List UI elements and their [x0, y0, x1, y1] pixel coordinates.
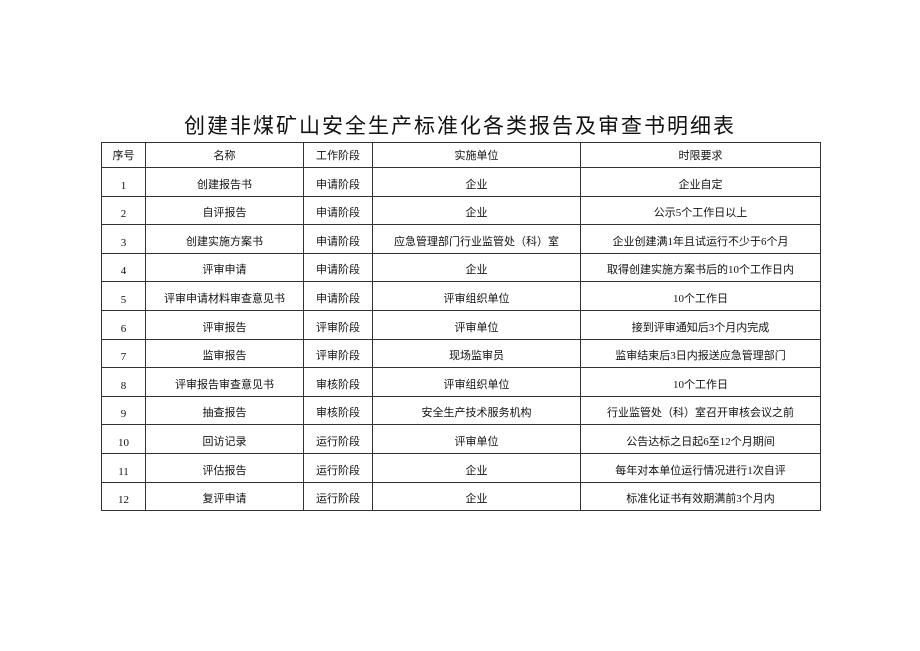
table-row: 8 评审报告审查意见书 审核阶段 评审组织单位 10个工作日	[101, 367, 821, 397]
table-cell: 监审报告	[145, 338, 304, 369]
table-cell: 企业	[372, 252, 581, 283]
table-row: 1 创建报告书 申请阶段 企业 企业自定	[101, 167, 821, 197]
table-cell: 企业	[372, 481, 581, 512]
table-cell: 评估报告	[145, 452, 304, 483]
table-row: 6 评审报告 评审阶段 评审单位 接到评审通知后3个月内完成	[101, 309, 821, 340]
table-cell: 回访记录	[145, 424, 304, 454]
header-cell: 名称	[145, 142, 304, 168]
header-row: 序号 名称 工作阶段 实施单位 时限要求	[101, 142, 821, 168]
table-cell: 申请阶段	[303, 252, 373, 283]
table-cell: 审核阶段	[303, 395, 373, 426]
table-row: 10 回访记录 运行阶段 评审单位 公告达标之日起6至12个月期间	[101, 424, 821, 454]
table-cell: 审核阶段	[303, 367, 373, 397]
table-cell: 12	[101, 481, 146, 512]
detail-table: 序号 名称 工作阶段 实施单位 时限要求 1 创建报告书 申请阶段 企业 企业自定 2 自评报告 申请…	[101, 142, 821, 512]
table-cell: 运行阶段	[303, 452, 373, 483]
table-row: 9 抽查报告 审核阶段 安全生产技术服务机构 行业监管处（科）室召开审核会议之前	[101, 395, 821, 426]
table-cell: 企业	[372, 195, 581, 226]
table-cell: 6	[101, 309, 146, 340]
header-cell: 实施单位	[372, 142, 581, 168]
document-title: 创建非煤矿山安全生产标准化各类报告及审查书明细表	[184, 114, 736, 138]
table-cell: 评审阶段	[303, 309, 373, 340]
table-cell: 创建报告书	[145, 167, 304, 197]
table-cell: 抽查报告	[145, 395, 304, 426]
table-cell: 行业监管处（科）室召开审核会议之前	[580, 395, 821, 426]
table-cell: 9	[101, 395, 146, 426]
table-cell: 安全生产技术服务机构	[372, 395, 581, 426]
table-cell: 标准化证书有效期满前3个月内	[580, 481, 821, 512]
header-cell: 时限要求	[580, 142, 821, 168]
table-cell: 8	[101, 367, 146, 397]
table-row: 12 复评申请 运行阶段 企业 标准化证书有效期满前3个月内	[101, 481, 821, 512]
table-cell: 公示5个工作日以上	[580, 195, 821, 226]
table-cell: 申请阶段	[303, 281, 373, 311]
table-cell: 企业	[372, 452, 581, 483]
table-cell: 每年对本单位运行情况进行1次自评	[580, 452, 821, 483]
table-cell: 申请阶段	[303, 167, 373, 197]
table-cell: 10	[101, 424, 146, 454]
table-cell: 10个工作日	[580, 367, 821, 397]
table-cell: 4	[101, 252, 146, 283]
table-cell: 1	[101, 167, 146, 197]
table-cell: 评审申请	[145, 252, 304, 283]
table-cell: 现场监审员	[372, 338, 581, 369]
table-cell: 创建实施方案书	[145, 224, 304, 254]
table-cell: 评审组织单位	[372, 367, 581, 397]
table-cell: 接到评审通知后3个月内完成	[580, 309, 821, 340]
table-cell: 评审阶段	[303, 338, 373, 369]
table-cell: 取得创建实施方案书后的10个工作日内	[580, 252, 821, 283]
table-cell: 5	[101, 281, 146, 311]
table-cell: 企业	[372, 167, 581, 197]
table-cell: 自评报告	[145, 195, 304, 226]
table-cell: 监审结束后3日内报送应急管理部门	[580, 338, 821, 369]
table-row: 4 评审申请 申请阶段 企业 取得创建实施方案书后的10个工作日内	[101, 252, 821, 283]
table-cell: 评审单位	[372, 309, 581, 340]
table-row: 5 评审申请材料审查意见书 申请阶段 评审组织单位 10个工作日	[101, 281, 821, 311]
table-cell: 复评申请	[145, 481, 304, 512]
table-cell: 评审报告	[145, 309, 304, 340]
table-row: 2 自评报告 申请阶段 企业 公示5个工作日以上	[101, 195, 821, 226]
table-cell: 评审组织单位	[372, 281, 581, 311]
table-cell: 公告达标之日起6至12个月期间	[580, 424, 821, 454]
header-cell: 工作阶段	[303, 142, 373, 168]
table-cell: 评审单位	[372, 424, 581, 454]
table-cell: 运行阶段	[303, 481, 373, 512]
table-cell: 申请阶段	[303, 195, 373, 226]
table-cell: 3	[101, 224, 146, 254]
table-cell: 11	[101, 452, 146, 483]
table-cell: 应急管理部门行业监管处（科）室	[372, 224, 581, 254]
header-cell: 序号	[101, 142, 146, 168]
table-cell: 7	[101, 338, 146, 369]
table-row: 11 评估报告 运行阶段 企业 每年对本单位运行情况进行1次自评	[101, 452, 821, 483]
table-cell: 评审报告审查意见书	[145, 367, 304, 397]
table-cell: 运行阶段	[303, 424, 373, 454]
table-cell: 申请阶段	[303, 224, 373, 254]
table-row: 7 监审报告 评审阶段 现场监审员 监审结束后3日内报送应急管理部门	[101, 338, 821, 369]
table-cell: 企业创建满1年且试运行不少于6个月	[580, 224, 821, 254]
table-cell: 10个工作日	[580, 281, 821, 311]
table-cell: 2	[101, 195, 146, 226]
table-row: 3 创建实施方案书 申请阶段 应急管理部门行业监管处（科）室 企业创建满1年且试运行不少…	[101, 224, 821, 254]
table-cell: 企业自定	[580, 167, 821, 197]
table-cell: 评审申请材料审查意见书	[145, 281, 304, 311]
table-body: 1 创建报告书 申请阶段 企业 企业自定 2 自评报告 申请阶段 企业 公示5个工作日以上 3 创建实…	[101, 167, 821, 512]
